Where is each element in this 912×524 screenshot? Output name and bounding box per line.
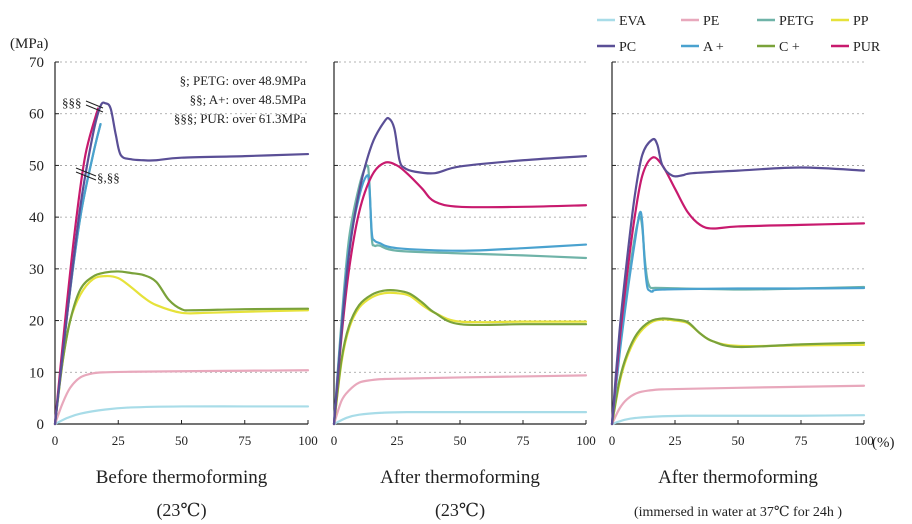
series-line-eva [610, 414, 866, 426]
series-line-pc [53, 101, 310, 426]
series-line-eva [332, 410, 588, 426]
y-tick-label: 20 [29, 314, 44, 330]
x-tick-label: 50 [454, 433, 467, 448]
axes-layer [54, 61, 865, 425]
break-slash [85, 100, 104, 109]
legend-label-pp: PP [853, 14, 869, 29]
y-tick-label: 10 [29, 365, 44, 381]
series-layer [53, 101, 866, 426]
series-line-c [610, 317, 866, 426]
x-tick-label: 100 [298, 433, 318, 448]
x-tick-label: 50 [732, 433, 745, 448]
y-tick-label: 0 [37, 417, 45, 433]
panel-subtitle: (immersed in water at 37℃ for 24h ) [634, 505, 842, 520]
x-tick-label: 0 [331, 433, 338, 448]
legend-label-a: A + [703, 40, 724, 55]
annotation-note: §; PETG: over 48.9MPa [180, 73, 307, 88]
series-line-eva [53, 405, 310, 426]
panel-title: Before thermoforming [96, 467, 268, 488]
x-tick-label: 75 [517, 433, 530, 448]
y-tick-label: 30 [29, 262, 44, 278]
series-line-pp [332, 291, 588, 426]
label-layer: (MPa) (%) 0 10 20 30 40 50 60 70 0 25 50 75 100 Before … [10, 36, 895, 521]
x-tick-label: 25 [391, 433, 404, 448]
panel-subtitle: (23℃) [156, 500, 206, 521]
annotation-mark-top: §§§ [62, 95, 82, 110]
x-tick-label: 75 [238, 433, 251, 448]
annotation-note: §§; A+: over 48.5MPa [190, 92, 307, 107]
grid-layer [55, 61, 864, 373]
legend-label-eva: EVA [619, 14, 647, 29]
panel-title: After thermoforming [658, 467, 818, 488]
y-tick-label: 70 [29, 55, 44, 71]
x-tick-label: 100 [576, 433, 596, 448]
x-unit-label: (%) [872, 435, 895, 451]
series-line-a [610, 210, 866, 426]
series-line-a [332, 174, 588, 426]
series-line-pur [332, 161, 588, 426]
y-unit-label: (MPa) [10, 36, 48, 52]
x-tick-label: 25 [112, 433, 125, 448]
x-tick-label: 75 [795, 433, 808, 448]
y-tick-label: 40 [29, 210, 44, 226]
series-line-pe [53, 369, 310, 426]
series-line-pe [332, 374, 588, 426]
series-line-pc [332, 116, 588, 426]
break-slash [75, 167, 97, 177]
break-slash [85, 104, 104, 113]
series-line-pe [610, 384, 866, 426]
legend-label-pe: PE [703, 14, 719, 29]
x-tick-label: 50 [175, 433, 188, 448]
series-line-c [53, 270, 310, 426]
x-tick-label: 0 [52, 433, 59, 448]
panel-subtitle: (23℃) [435, 500, 485, 521]
panel-title: After thermoforming [380, 467, 540, 488]
y-tick-label: 60 [29, 107, 44, 123]
annotation-note: §§§; PUR: over 61.3MPa [174, 111, 306, 126]
legend-label-pc: PC [619, 40, 636, 55]
series-line-pc [610, 137, 866, 426]
series-line-pp [610, 318, 866, 426]
annotation-mark-mid: §,§§ [97, 170, 120, 185]
series-line-c [332, 289, 588, 426]
x-tick-label: 25 [669, 433, 682, 448]
legend-label-c: C + [779, 40, 800, 55]
y-tick-label: 50 [29, 158, 44, 174]
legend-label-pur: PUR [853, 40, 881, 55]
x-tick-label: 100 [854, 433, 874, 448]
series-line-pp [53, 274, 310, 426]
x-tick-label: 0 [609, 433, 616, 448]
break-slash [75, 171, 97, 181]
legend: EVA PE PETG PP PC A + C + PUR [597, 14, 881, 55]
legend-label-petg: PETG [779, 14, 814, 29]
